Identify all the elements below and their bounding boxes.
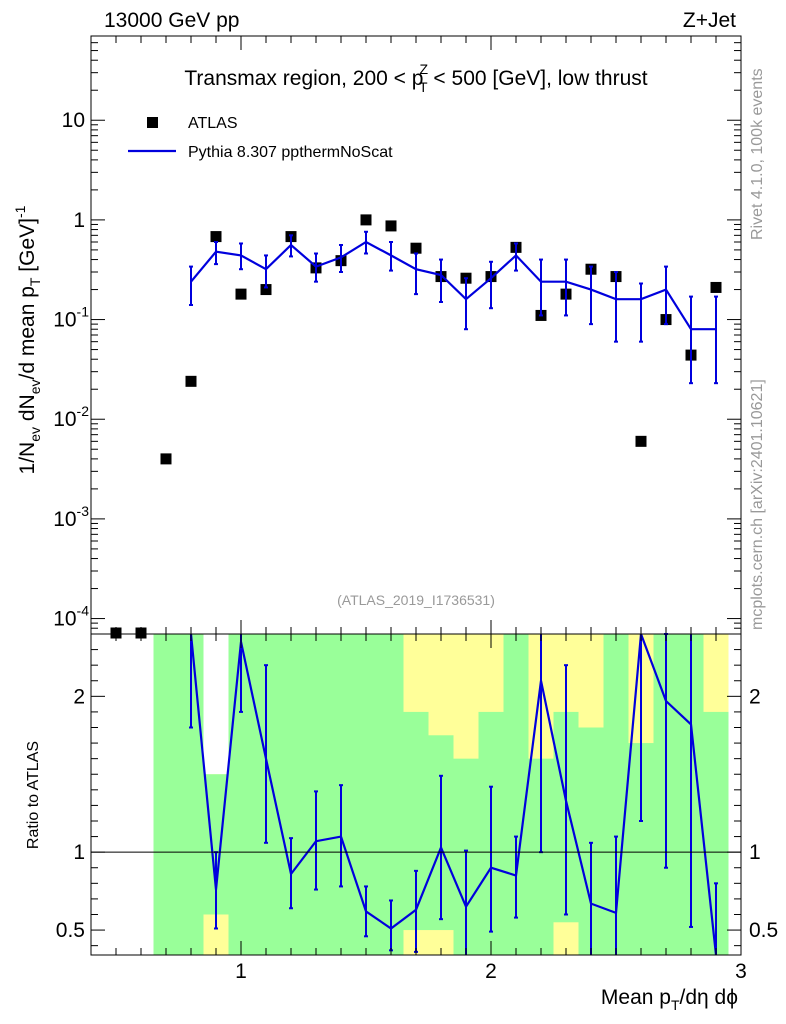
ratio-y-tick-label-left: 0.5 [56,919,85,942]
main-y-axis-label: 1/Nev dNev/d mean pT [GeV]-1 [12,205,43,474]
atlas-data-point [635,435,647,447]
mcplots-label: mcplots.cern.ch [arXiv:2401.10621] [749,379,766,630]
atlas-data-point [185,375,197,387]
atlas-data-point [160,453,172,465]
y-tick-label: 10-4 [53,603,89,631]
ylabel-part-3: /d mean p [16,286,39,379]
ratio-marks [189,633,718,956]
ylabel-part-2: dN [16,394,39,427]
main-title: Transmax region, 200 < pZ T < 500 [GeV], … [184,61,647,95]
ratio-y-tick-label-left: 1 [73,841,85,864]
title-sup-z: Z [419,61,428,77]
ratio-band-green [153,634,179,955]
title-part-1: Transmax region, 200 < p [184,67,423,90]
ratio-x-axis-label: Mean pT/dη dϕ [601,986,738,1013]
legend-atlas-marker [147,117,158,128]
rivet-label: Rivet 4.1.0, 100k events [749,68,766,240]
y-tick-label: 10-2 [53,403,89,431]
legend: ATLAS Pythia 8.307 ppthermNoScat [128,115,393,161]
atlas-data-point [385,220,397,232]
ratio-x-tick-label: 3 [735,960,747,983]
header-energy-label: 13000 GeV pp [104,9,239,32]
ylabel-part-4: [GeV] [16,218,39,278]
y-tick-base: 10 [53,309,76,332]
y-tick-exp: -4 [77,603,90,619]
y-tick-base: 10 [53,408,76,431]
ratio-panel: 0.5 0.5 1 1 2 2 1 2 3 Ratio to ATLAS Mean pT/dη … [25,633,778,1013]
pythia-line [190,240,716,331]
y-tick-label: 10 [62,109,85,132]
atlas-data-point [360,214,372,226]
ratio-y-tick-label-right: 1 [749,841,761,864]
atlas-data-point [260,284,272,296]
ratio-line [189,633,718,956]
ratio-axis: 0.5 0.5 1 1 2 2 1 2 3 [56,634,778,983]
header-process-label: Z+Jet [683,9,736,32]
ratio-x-tick-label: 2 [485,960,497,983]
ratio-y-tick-label-right: 2 [749,685,761,708]
ylabel-sub-t: T [27,277,43,286]
legend-atlas-label: ATLAS [188,115,238,132]
atlas-data-point [210,231,222,243]
ratio-y-tick-label-left: 2 [73,685,85,708]
ratio-x-tick-label: 1 [235,960,247,983]
title-part-2: < 500 [GeV], low thrust [428,67,648,90]
legend-pythia-label: Pythia 8.307 ppthermNoScat [188,144,393,161]
main-marks [110,214,722,639]
y-tick-label: 1 [73,209,85,232]
ylabel-sub-ev-1: ev [27,427,43,442]
reference-label: (ATLAS_2019_I1736531) [337,592,495,608]
y-tick-exp: -1 [77,304,90,320]
y-tick-label: 10-3 [53,503,89,531]
atlas-data-point [410,242,422,254]
xlabel-sub-t: T [671,997,680,1013]
xlabel-part-1: Mean p [601,986,671,1009]
ylabel-sub-ev-2: ev [27,379,43,394]
y-tick-label: 10-1 [53,304,89,332]
title-sub-t: T [419,79,428,95]
atlas-data-point [710,281,722,293]
y-tick-base: 10 [53,508,76,531]
atlas-data-point [235,288,247,300]
y-tick-exp: -3 [77,503,90,519]
xlabel-part-2: /dη dϕ [680,986,738,1009]
ylabel-sup-minus1: -1 [12,205,28,218]
y-tick-exp: -2 [77,403,90,419]
ylabel-part-1: 1/N [16,442,39,475]
y-tick-base: 10 [53,608,76,631]
ratio-y-axis-label: Ratio to ATLAS [25,741,42,849]
ratio-y-tick-label-right: 0.5 [749,919,778,942]
